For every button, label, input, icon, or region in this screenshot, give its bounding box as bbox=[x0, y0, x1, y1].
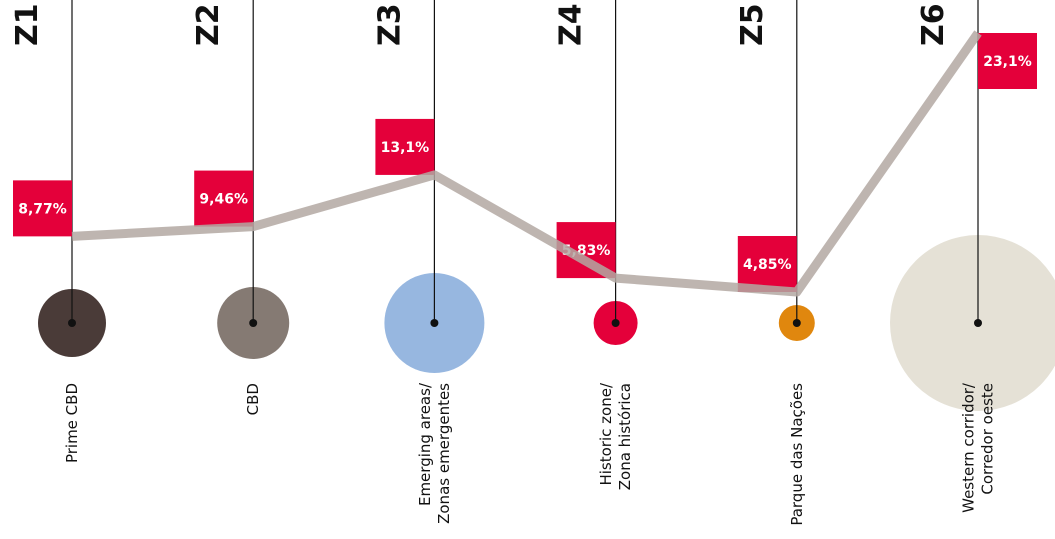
value-box bbox=[978, 33, 1037, 89]
zone-dot bbox=[792, 319, 801, 327]
zone-label: Z4 bbox=[554, 3, 589, 46]
zone-dot bbox=[249, 319, 258, 327]
zone-name: Historic zone/ bbox=[597, 382, 615, 485]
zone-name: Corredor oeste bbox=[979, 383, 997, 495]
zone-dot bbox=[974, 319, 982, 327]
zone-circle bbox=[890, 235, 1055, 411]
zone-label: Z6 bbox=[916, 3, 951, 46]
value-box bbox=[13, 180, 72, 237]
value-label: 4,85% bbox=[743, 257, 792, 273]
value-label: 8,77% bbox=[18, 201, 67, 217]
value-box bbox=[194, 170, 254, 227]
value-box bbox=[737, 236, 797, 292]
value-box bbox=[375, 118, 435, 175]
value-label: 23,1% bbox=[983, 54, 1032, 70]
zone-dot bbox=[68, 319, 76, 327]
zone-label: Z2 bbox=[191, 3, 226, 46]
line bbox=[71, 30, 982, 297]
zone-name: CBD bbox=[244, 383, 262, 415]
zone-label: Z5 bbox=[735, 3, 770, 46]
zone-label: Z1 bbox=[10, 3, 45, 46]
value-label: 13,1% bbox=[381, 140, 430, 156]
zone-name: Prime CBD bbox=[63, 383, 81, 463]
zone-name: Zonas emergentes bbox=[435, 383, 453, 524]
zone-name: Emerging areas/ bbox=[416, 382, 434, 506]
zone-name: Zona histórica bbox=[616, 383, 634, 490]
zone-label: Z3 bbox=[372, 3, 407, 46]
zone-dot bbox=[611, 319, 620, 327]
zone-name: Parque das Nações bbox=[788, 383, 806, 526]
zone-name: Western corridor/ bbox=[960, 382, 978, 513]
zone-dot bbox=[430, 319, 439, 327]
value-label: 9,46% bbox=[199, 192, 248, 208]
